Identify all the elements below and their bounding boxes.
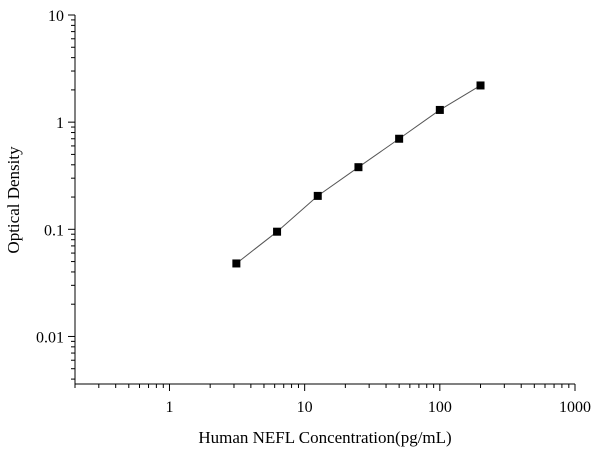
y-tick-label: 10 — [48, 8, 64, 25]
data-point — [232, 259, 241, 268]
data-point — [313, 191, 322, 200]
x-tick-label: 10 — [297, 399, 313, 416]
y-tick-label: 0.1 — [44, 222, 64, 239]
tick-labels: 1 10 100 1000 0.01 0.1 1 10 — [36, 8, 591, 416]
fit-line-group — [236, 85, 481, 264]
y-tick-label: 0.01 — [36, 329, 64, 346]
x-tick-label: 100 — [428, 399, 452, 416]
x-tick-label: 1000 — [559, 399, 591, 416]
data-point — [273, 227, 282, 236]
fit-line — [236, 85, 481, 264]
x-tick-label: 1 — [165, 399, 173, 416]
data-point — [395, 134, 404, 143]
axes — [74, 15, 575, 385]
data-point — [354, 163, 363, 172]
data-point — [435, 105, 444, 114]
data-point — [476, 81, 485, 90]
axis-ticks — [68, 14, 576, 391]
x-axis-title: Human NEFL Concentration(pg/mL) — [198, 428, 451, 447]
data-points — [232, 81, 485, 268]
y-axis-title: Optical Density — [4, 146, 23, 254]
y-tick-label: 1 — [56, 115, 64, 132]
